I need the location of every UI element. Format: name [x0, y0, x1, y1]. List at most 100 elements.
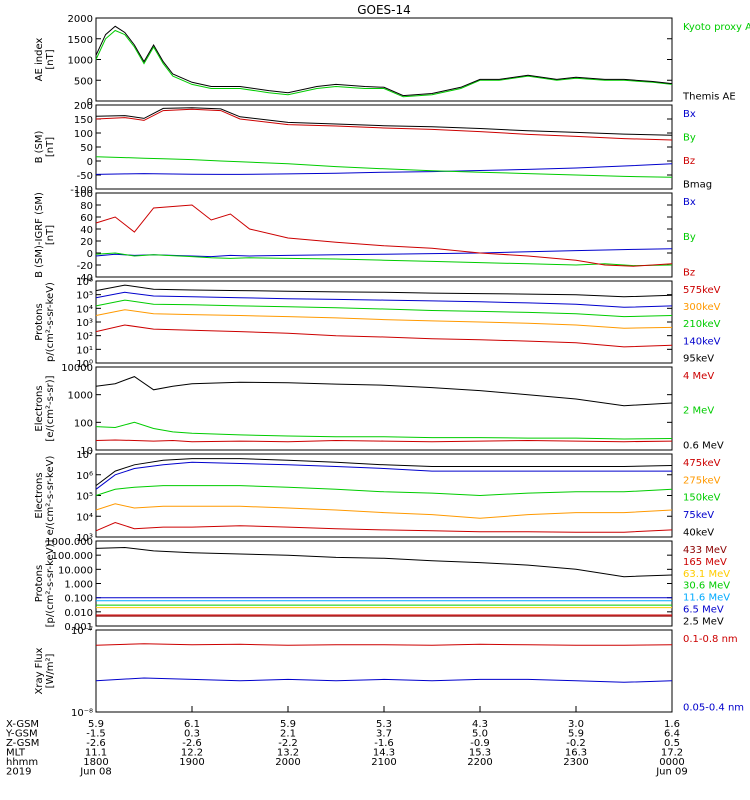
x-axis-row-label: hhmm	[6, 757, 38, 768]
series-line-themis-ae	[95, 25, 673, 97]
legend-entry: Kyoto proxy AE	[683, 22, 750, 33]
page-title: GOES-14	[357, 3, 411, 17]
x-axis-value: 5.0	[472, 729, 488, 740]
panel-frame	[95, 366, 673, 451]
y-tick-label: 1.000	[64, 580, 93, 591]
legend-entry: 2.5 MeV	[683, 616, 724, 627]
panel-5: 10000 1000 100 10 Electrons [e/(cm²-s-sr)] 4 M…	[34, 363, 724, 457]
legend-entry: 30.6 MeV	[683, 581, 730, 592]
x-axis-value: Jun 09	[655, 767, 688, 778]
x-axis-value: -2.2	[278, 738, 298, 749]
series-line-40kev	[95, 458, 673, 486]
x-axis-value: 6.1	[184, 719, 200, 730]
series-line-575kev	[95, 324, 673, 348]
y-axis-label: B (SM)	[34, 130, 45, 163]
legend-entry: By	[683, 132, 696, 143]
series-line-75kev	[95, 461, 672, 490]
legend-entry: Bz	[683, 267, 695, 278]
x-axis-value: -1.5	[86, 729, 106, 740]
panel-1: 2000 1500 1000 500 0 AE index [nT] Kyoto proxy …	[34, 14, 750, 108]
series-line-by	[95, 252, 673, 267]
x-axis-value: 3.7	[376, 729, 392, 740]
panel-4: 10⁶ 10⁵ 10⁴ 10³ 10² 10¹ 10⁰ Protons p/(cm²-s-sr-…	[34, 277, 721, 370]
y-tick-label: 1500	[68, 35, 93, 46]
y-tick-label: 0.010	[64, 608, 93, 619]
x-axis-row-label: 2019	[6, 767, 31, 778]
y-tick-label: 10000	[61, 363, 93, 374]
legend-entry: 0.6 MeV	[683, 440, 724, 451]
series-line-2-mev	[95, 421, 673, 440]
x-axis-value: 3.0	[568, 719, 584, 730]
legend-entry: 275keV	[683, 475, 721, 486]
x-axis-value: 1800	[83, 757, 108, 768]
y-tick-label: 40	[80, 225, 93, 236]
series-line-bz	[95, 204, 673, 267]
y-axis-label: Electrons	[34, 472, 45, 518]
y-tick-label: 200	[74, 101, 93, 112]
series-line-2-5-mev	[95, 546, 673, 578]
y-tick-label: 10⁰	[76, 359, 93, 370]
legend-entry: 140keV	[683, 336, 721, 347]
legend-entry: 2 MeV	[683, 406, 714, 417]
x-axis-value: 15.3	[469, 748, 491, 759]
panel-frame	[95, 629, 673, 713]
y-tick-label: 0.100	[64, 594, 93, 605]
x-axis-value: -1.6	[374, 738, 394, 749]
legend-entry: Bmag	[683, 179, 712, 190]
y-tick-label: 10.000	[58, 565, 93, 576]
y-tick-label: -40	[77, 273, 93, 284]
y-axis-label: Protons	[34, 565, 45, 602]
legend-entry: 6.5 MeV	[683, 604, 724, 615]
y-tick-label: 10⁵	[76, 492, 93, 503]
x-axis-value: -0.9	[470, 738, 490, 749]
y-axis-label: [nT]	[45, 49, 56, 69]
series-line-475kev	[95, 521, 673, 533]
y-tick-label: 10⁵	[76, 291, 93, 302]
y-tick-label: 10⁷	[76, 450, 93, 461]
legend-entry: Themis AE	[682, 91, 736, 102]
panel-frame	[95, 104, 673, 190]
y-axis-label: Protons	[34, 303, 45, 340]
y-axis-label: [e/(cm²-s-sr)]	[45, 375, 56, 441]
y-tick-label: 100	[74, 418, 93, 429]
y-tick-label: 100.000	[52, 551, 93, 562]
x-axis-value: -2.6	[182, 738, 202, 749]
x-axis-value: 2000	[275, 757, 300, 768]
x-axis-value: 5.9	[88, 719, 104, 730]
y-tick-label: 10²	[76, 332, 93, 343]
x-axis-value: 2300	[563, 757, 588, 768]
legend-entry: By	[683, 232, 696, 243]
series-line-140kev	[95, 291, 673, 308]
x-axis-row-label: MLT	[6, 748, 26, 759]
legend-entry: 150keV	[683, 493, 721, 504]
x-axis-value: -0.2	[566, 738, 586, 749]
series-line-bmag	[95, 107, 673, 136]
x-axis-value: 2.1	[280, 729, 296, 740]
series-line-bx	[95, 163, 673, 175]
y-tick-label: 1000	[68, 56, 93, 67]
series-line-bz	[95, 108, 673, 141]
x-axis-value: 2200	[467, 757, 492, 768]
legend-entry: 95keV	[683, 353, 714, 364]
x-axis-value: 2100	[371, 757, 396, 768]
y-axis-label: e/(cm²-s-sr-keV)	[45, 456, 56, 536]
legend-entry: Bx	[683, 109, 696, 120]
y-tick-label: 0	[87, 97, 93, 108]
x-axis-value: 4.3	[472, 719, 488, 730]
series-line-0-6-mev	[95, 376, 673, 407]
x-axis-value: 0000	[659, 757, 684, 768]
y-tick-label: 10⁴	[76, 304, 93, 315]
legend-entry: 433 MeV	[683, 545, 727, 556]
legend-entry: 475keV	[683, 458, 721, 469]
series-line-95kev	[95, 284, 673, 298]
series-line-210kev	[95, 299, 673, 318]
y-tick-label: -50	[77, 171, 93, 182]
legend-entry: 63.1 MeV	[683, 569, 730, 580]
y-tick-label: 10⁻⁷	[71, 626, 93, 637]
y-tick-label: 1000.000	[45, 537, 93, 548]
series-line-0-1-0-8-nm	[95, 643, 673, 646]
series-line-0-05-0-4-nm	[95, 677, 673, 683]
y-tick-label: 10	[80, 446, 93, 457]
x-axis-value: 1.6	[664, 719, 680, 730]
legend-entry: 4 MeV	[683, 371, 714, 382]
